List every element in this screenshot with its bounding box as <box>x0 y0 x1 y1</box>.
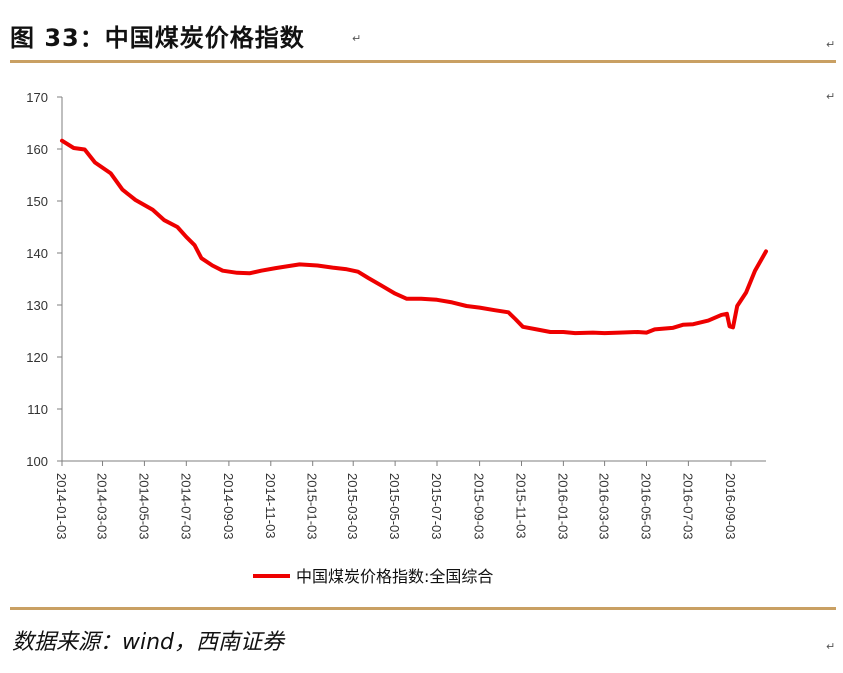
y-tick-label: 110 <box>27 402 48 417</box>
x-tick-label: 2016-09-03 <box>723 473 738 540</box>
source-note: 数据来源：wind，西南证券 <box>12 630 285 655</box>
y-tick-label: 150 <box>26 194 48 209</box>
x-tick-label: 2014-05-03 <box>136 473 151 540</box>
y-tick-label: 100 <box>26 454 48 469</box>
y-tick-label: 130 <box>26 298 48 313</box>
x-tick-label: 2015-07-03 <box>429 473 444 540</box>
paragraph-mark: ↵ <box>826 38 836 51</box>
x-tick-label: 2015-05-03 <box>387 473 402 540</box>
x-tick-label: 2014-07-03 <box>178 473 193 540</box>
y-axis: 100 110 120 130 140 150 160 170 <box>26 90 63 469</box>
plot-area <box>60 138 768 336</box>
x-tick-label: 2015-01-03 <box>305 473 320 540</box>
x-tick-label: 2014-01-03 <box>54 473 69 540</box>
paragraph-mark: ↵ <box>826 640 836 653</box>
y-tick-label: 170 <box>26 90 48 105</box>
y-tick-label: 120 <box>26 350 48 365</box>
paragraph-mark: ↵ <box>826 90 836 103</box>
top-rule <box>10 60 836 63</box>
x-tick-label: 2015-11-03 <box>513 473 528 539</box>
x-tick-label: 2014-03-03 <box>95 473 110 540</box>
paragraph-mark: ↵ <box>352 32 362 45</box>
x-tick-label: 2016-05-03 <box>638 473 653 540</box>
figure-title: 图 33：中国煤炭价格指数 <box>10 24 305 52</box>
bottom-rule <box>10 607 836 610</box>
x-tick-label: 2015-03-03 <box>345 473 360 540</box>
x-tick-label: 2016-01-03 <box>555 473 570 540</box>
y-tick-label: 160 <box>26 142 48 157</box>
x-tick-label: 2016-07-03 <box>680 473 695 540</box>
x-tick-label: 2014-09-03 <box>221 473 236 540</box>
legend: 中国煤炭价格指数:全国综合 <box>253 567 493 586</box>
x-tick-label: 2015-09-03 <box>472 473 487 540</box>
legend-label: 中国煤炭价格指数:全国综合 <box>296 567 493 586</box>
x-axis: 2014-01-03 2014-03-03 2014-05-03 2014-07-03… <box>54 460 766 540</box>
x-tick-label: 2016-03-03 <box>597 473 612 540</box>
x-tick-label: 2014-11-03 <box>263 473 278 539</box>
y-tick-label: 140 <box>26 246 48 261</box>
series-line <box>60 138 768 336</box>
